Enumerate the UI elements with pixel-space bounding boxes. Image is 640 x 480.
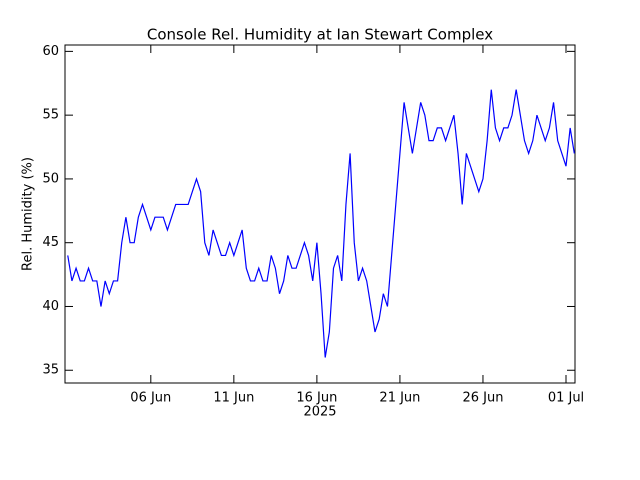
chart-title: Console Rel. Humidity at Ian Stewart Com… <box>147 26 493 44</box>
y-tick-label: 40 <box>42 299 59 314</box>
x-axis-label: 2025 <box>303 405 336 420</box>
y-tick-label: 50 <box>42 171 59 186</box>
y-tick-label: 60 <box>42 44 59 59</box>
y-axis-label: Rel. Humidity (%) <box>21 157 36 271</box>
data-line <box>67 89 575 358</box>
plot-frame <box>64 44 576 384</box>
x-tick-label: 06 Jun <box>130 391 171 406</box>
y-tick-label: 55 <box>42 108 59 123</box>
x-tick-label: 01 Jul <box>548 391 584 406</box>
x-tick-label: 26 Jun <box>462 391 503 406</box>
x-tick-label: 21 Jun <box>379 391 420 406</box>
x-tick-label: 11 Jun <box>213 391 254 406</box>
y-tick-label: 35 <box>42 363 59 378</box>
y-tick-label: 45 <box>42 235 59 250</box>
x-tick-label: 16 Jun <box>296 391 337 406</box>
